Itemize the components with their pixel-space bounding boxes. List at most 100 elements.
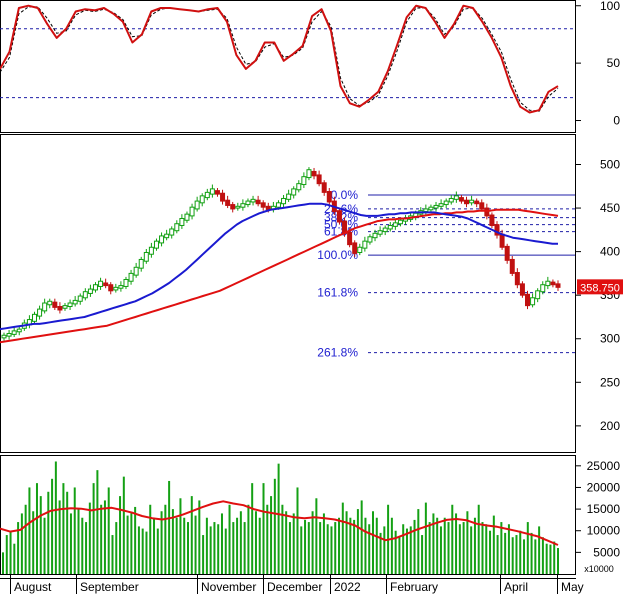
volume-bar bbox=[103, 500, 106, 574]
volume-bar bbox=[492, 515, 495, 574]
candle-body bbox=[235, 205, 241, 209]
volume-bar bbox=[119, 496, 122, 574]
volume-bar bbox=[175, 517, 178, 574]
volume-bar bbox=[190, 496, 193, 574]
volume-bar bbox=[156, 528, 159, 574]
volume-bar bbox=[553, 541, 556, 574]
candle-body bbox=[336, 210, 342, 223]
volume-bar bbox=[417, 509, 420, 574]
volume-bar bbox=[62, 483, 65, 574]
volume-bar bbox=[372, 511, 374, 574]
volume-bar bbox=[96, 470, 99, 574]
candle-body bbox=[357, 246, 363, 253]
candle-body bbox=[275, 202, 281, 208]
volume-bar bbox=[413, 519, 416, 574]
volume-bar bbox=[534, 539, 537, 574]
volume-bar bbox=[322, 513, 325, 574]
candle-body bbox=[550, 281, 556, 286]
candle-body bbox=[377, 230, 383, 235]
volume-bar bbox=[424, 502, 427, 574]
candle-body bbox=[321, 182, 327, 193]
candle-body bbox=[82, 291, 88, 299]
volume-bar bbox=[409, 526, 412, 574]
x-month-label: September bbox=[80, 580, 139, 594]
candle-body bbox=[138, 258, 144, 269]
candle-body bbox=[535, 290, 541, 300]
volume-bar bbox=[504, 532, 507, 574]
volume-bar bbox=[153, 517, 156, 574]
volume-bar bbox=[85, 522, 88, 574]
volume-bar bbox=[390, 517, 393, 574]
volume-ma-line bbox=[0, 500, 559, 546]
candle-body bbox=[103, 282, 109, 287]
volume-bar bbox=[481, 522, 484, 574]
volume-bar bbox=[511, 537, 514, 574]
volume-bar bbox=[187, 522, 189, 574]
volume-bar bbox=[100, 504, 103, 574]
candle-body bbox=[11, 330, 17, 335]
candle-body bbox=[387, 224, 393, 230]
volume-bar bbox=[58, 500, 61, 574]
volume-bar bbox=[319, 522, 322, 574]
volume-bar bbox=[277, 463, 280, 574]
volume-bar bbox=[107, 487, 110, 574]
volume-bar bbox=[179, 498, 182, 574]
candle-body bbox=[128, 272, 134, 282]
volume-bar bbox=[273, 478, 276, 574]
candle-body bbox=[98, 280, 104, 287]
candle-body bbox=[301, 176, 307, 186]
candle-body bbox=[52, 301, 58, 308]
candle-body bbox=[189, 206, 195, 217]
volume-bar bbox=[254, 511, 257, 574]
volume-bar bbox=[338, 517, 341, 574]
candle-body bbox=[209, 188, 215, 195]
candle-body bbox=[382, 227, 388, 233]
volume-bar bbox=[304, 519, 307, 574]
candle-body bbox=[367, 236, 373, 243]
candle-body bbox=[291, 188, 297, 196]
price-ytick-label: 450 bbox=[600, 201, 620, 215]
volume-bar bbox=[375, 517, 378, 574]
volume-ytick-label: 15000 bbox=[587, 502, 621, 516]
candle-body bbox=[214, 190, 220, 195]
volume-bar bbox=[258, 517, 261, 574]
volume-bar bbox=[523, 539, 526, 574]
volume-bar bbox=[194, 515, 197, 574]
volume-bar bbox=[111, 535, 114, 574]
candle-body bbox=[72, 299, 78, 305]
candle-body bbox=[92, 284, 98, 291]
volume-bar bbox=[519, 530, 522, 574]
volume-bar bbox=[288, 522, 291, 574]
volume-ytick-label: 5000 bbox=[593, 545, 620, 559]
volume-bar bbox=[66, 491, 69, 574]
volume-bar bbox=[243, 522, 246, 574]
volume-bar bbox=[202, 535, 205, 574]
volume-bar bbox=[266, 504, 269, 574]
volume-bar bbox=[2, 552, 4, 574]
volume-bar bbox=[20, 513, 23, 574]
volume-bar bbox=[270, 496, 273, 574]
x-month-label: April bbox=[504, 580, 528, 594]
candle-body bbox=[306, 169, 312, 179]
candle-body bbox=[87, 288, 93, 294]
candle-body bbox=[540, 284, 546, 293]
volume-bar bbox=[296, 487, 299, 574]
candle-body bbox=[169, 228, 175, 236]
volume-bar bbox=[81, 517, 84, 574]
volume-bar bbox=[228, 504, 231, 574]
volume-bar bbox=[311, 511, 314, 574]
volume-panel-frame bbox=[0, 455, 576, 575]
candle-body bbox=[245, 200, 251, 206]
volume-bar bbox=[77, 509, 80, 574]
candle-body bbox=[326, 191, 332, 203]
volume-bar bbox=[368, 524, 371, 574]
price-panel-frame bbox=[0, 134, 576, 453]
price-ytick-label: 400 bbox=[600, 245, 620, 259]
candle-body bbox=[286, 193, 292, 200]
candle-body bbox=[438, 203, 444, 207]
volume-bar bbox=[436, 517, 439, 574]
volume-bar bbox=[379, 532, 382, 574]
volume-bar bbox=[330, 526, 333, 574]
volume-bar bbox=[130, 513, 133, 574]
volume-bar bbox=[168, 480, 171, 574]
